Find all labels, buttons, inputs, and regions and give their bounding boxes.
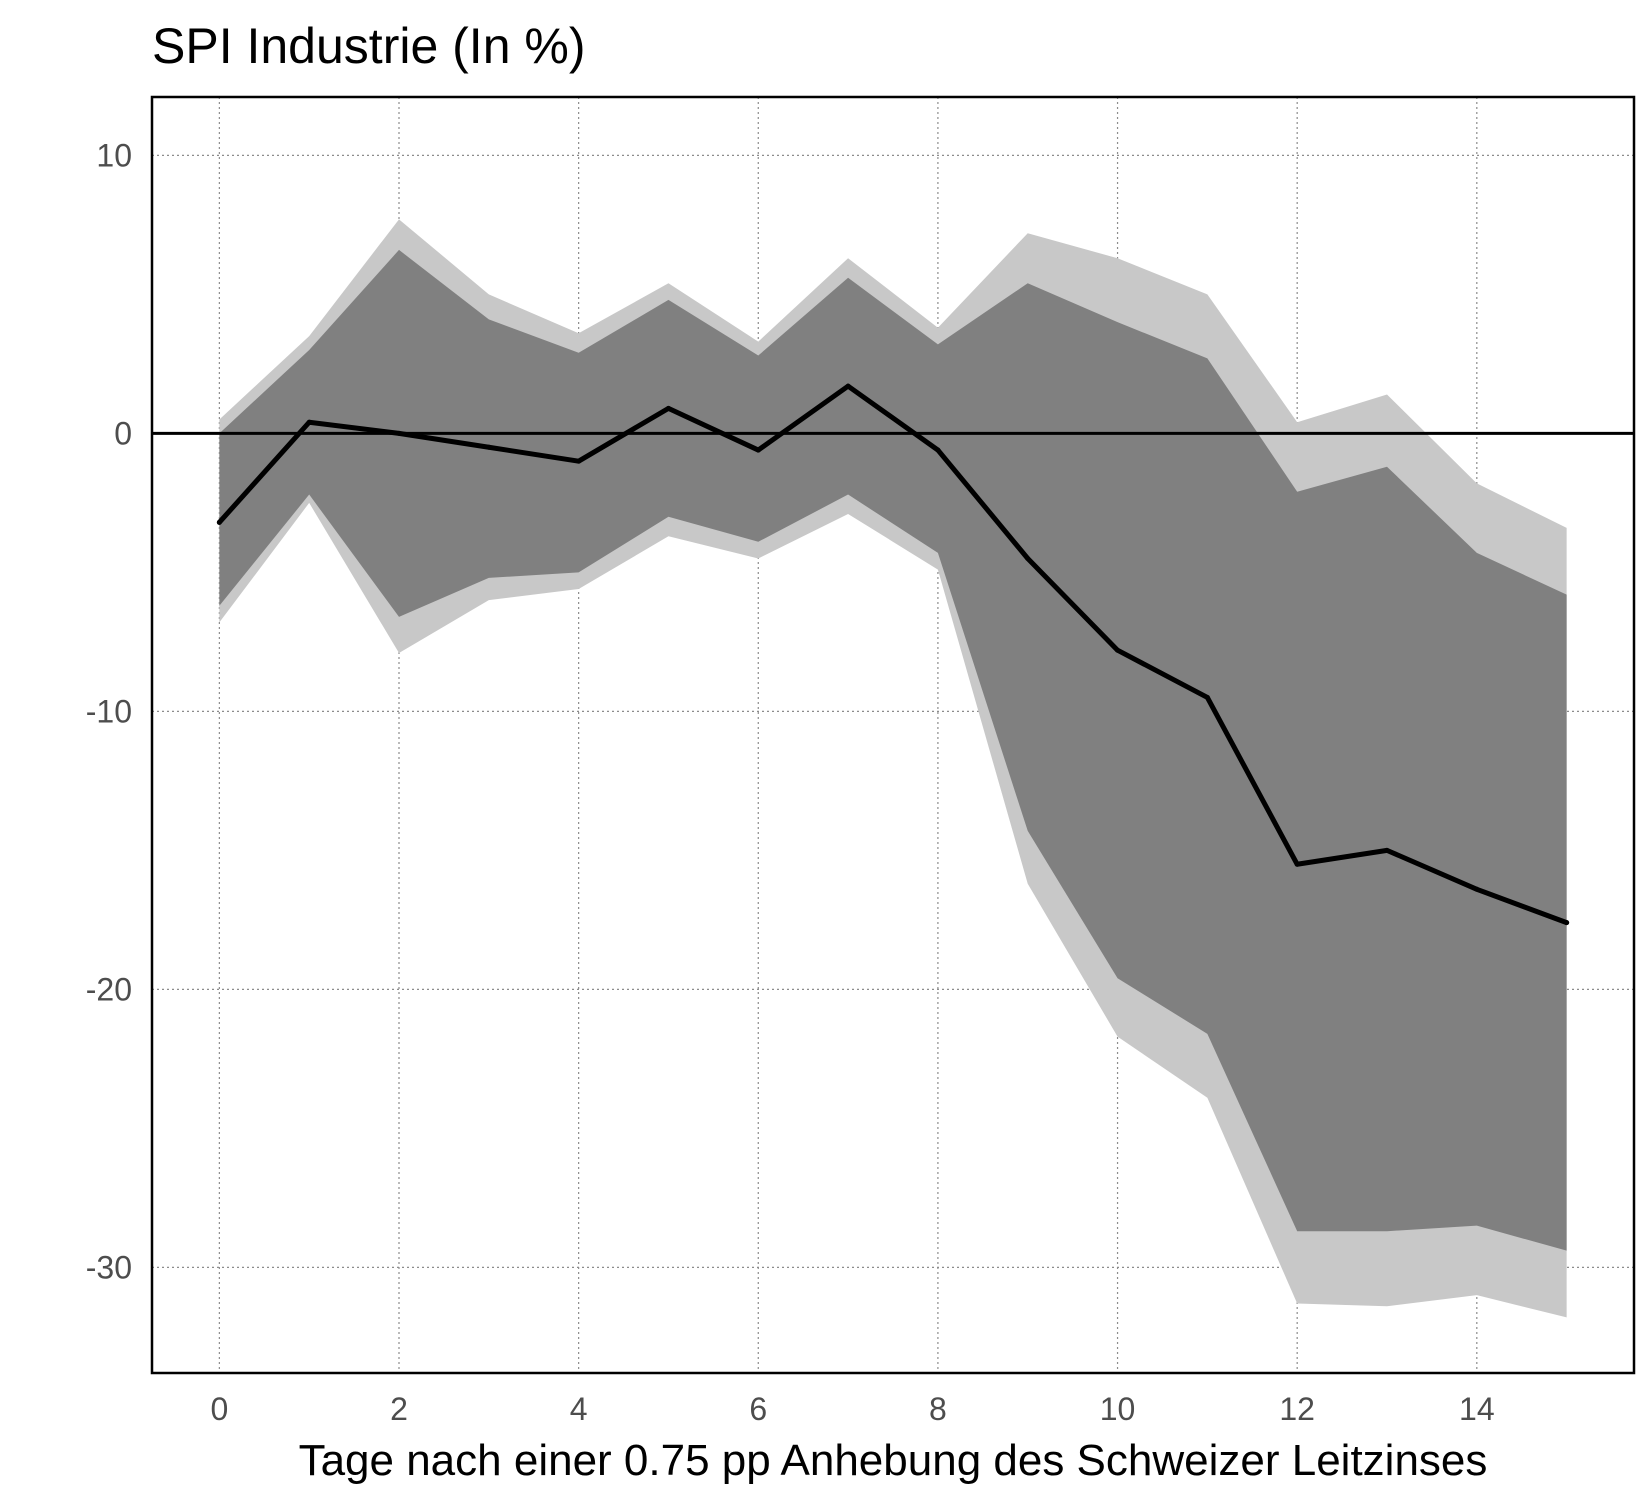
estimate-point [665, 405, 671, 411]
estimate-point [935, 447, 941, 453]
x-axis-title: Tage nach einer 0.75 pp Anhebung des Sch… [299, 1436, 1488, 1485]
estimate-point [1025, 555, 1031, 561]
x-tick-label: 0 [210, 1391, 228, 1427]
estimate-line [216, 383, 1570, 926]
estimate-point [1384, 847, 1390, 853]
y-tick-label: -20 [86, 971, 132, 1007]
y-tick-label: 0 [114, 415, 132, 451]
x-tick-label: 2 [390, 1391, 408, 1427]
y-tick-label: -30 [86, 1249, 132, 1285]
x-tick-label: 4 [570, 1391, 588, 1427]
estimate-point [396, 430, 402, 436]
x-tick-label: 12 [1279, 1391, 1315, 1427]
chart-title: SPI Industrie (In %) [152, 18, 586, 74]
estimate-point [486, 444, 492, 450]
estimate-point [576, 458, 582, 464]
estimate-point [1294, 861, 1300, 867]
estimate-point [216, 519, 222, 525]
estimate-point [1474, 886, 1480, 892]
x-tick-label: 8 [929, 1391, 947, 1427]
estimate-point [1564, 920, 1570, 926]
estimate-point [1204, 694, 1210, 700]
y-tick-label: 10 [96, 137, 132, 173]
estimate-series [216, 383, 1570, 926]
estimate-point [845, 383, 851, 389]
x-tick-label: 14 [1459, 1391, 1495, 1427]
x-axis-ticks: 0 2 4 6 8 10 12 14 [210, 1391, 1494, 1427]
plot-frame [150, 95, 1636, 1375]
x-tick-label: 10 [1100, 1391, 1136, 1427]
y-axis-ticks: 10 0 -10 -20 -30 [86, 137, 132, 1285]
estimate-point [1115, 647, 1121, 653]
y-tick-label: -10 [86, 693, 132, 729]
confidence-bands [219, 219, 1567, 1318]
estimate-point [306, 419, 312, 425]
inner-confidence-band [219, 249, 1567, 1251]
estimate-point [755, 447, 761, 453]
x-tick-label: 6 [749, 1391, 767, 1427]
